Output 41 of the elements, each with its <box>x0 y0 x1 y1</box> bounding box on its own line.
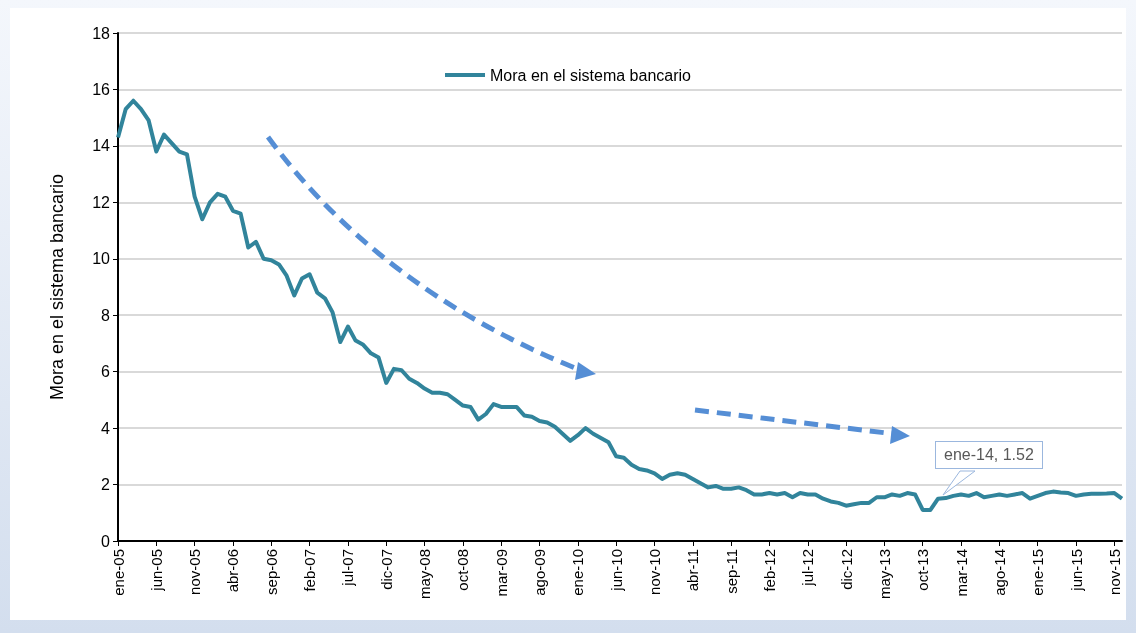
x-tick-label: nov-05 <box>186 549 204 595</box>
y-tick-label: 12 <box>92 193 111 211</box>
annotation: ene-14, 1.52 <box>935 441 1043 469</box>
x-tick-label: jul-12 <box>799 549 817 587</box>
x-tick-label: feb-12 <box>760 549 778 592</box>
x-tick-label: sep-06 <box>262 549 280 595</box>
y-tick-label: 8 <box>101 306 111 324</box>
x-tick-label: nov-10 <box>645 549 663 595</box>
x-tick-label: abr-06 <box>224 549 242 593</box>
x-tick-label: dic-12 <box>837 549 855 590</box>
x-tick-label: ene-10 <box>569 549 587 596</box>
x-tick-label: mar-14 <box>952 549 970 597</box>
x-tick-label: ago-09 <box>531 549 549 596</box>
x-tick-label: ene-05 <box>109 549 127 596</box>
x-tick-label: mar-09 <box>492 549 510 597</box>
y-tick-label: 2 <box>101 476 111 494</box>
x-tick-label: sep-11 <box>722 549 740 594</box>
y-tick-label: 16 <box>92 80 111 98</box>
x-tick-label: feb-07 <box>301 549 319 592</box>
y-tick-label: 4 <box>101 419 111 437</box>
y-tick-label: 14 <box>92 137 111 155</box>
x-tick-label: may-13 <box>875 549 893 600</box>
y-axis-title: Mora en el sistema bancario <box>47 173 67 401</box>
y-tick-label: 18 <box>92 24 111 42</box>
legend-label: Mora en el sistema bancario <box>490 66 692 84</box>
x-tick-label: jun-15 <box>1067 549 1085 592</box>
x-tick-label: ene-15 <box>1029 549 1047 596</box>
x-tick-label: oct-13 <box>914 549 932 591</box>
line-series <box>116 98 1124 512</box>
x-tick-label: ago-14 <box>990 549 1008 596</box>
x-tick-label: jun-10 <box>607 549 625 592</box>
x-tick-label: jul-07 <box>339 549 357 587</box>
y-tick-label: 0 <box>101 532 111 550</box>
y-tick-label: 6 <box>101 363 111 381</box>
x-tick-label: nov-15 <box>1105 549 1123 595</box>
x-tick-label: abr-11 <box>684 549 702 592</box>
x-tick-label: dic-07 <box>377 549 395 590</box>
y-tick-label: 10 <box>92 250 111 268</box>
x-tick-label: jun-05 <box>147 549 165 592</box>
x-tick-label: may-08 <box>416 549 434 600</box>
x-tick-label: oct-08 <box>454 549 472 591</box>
